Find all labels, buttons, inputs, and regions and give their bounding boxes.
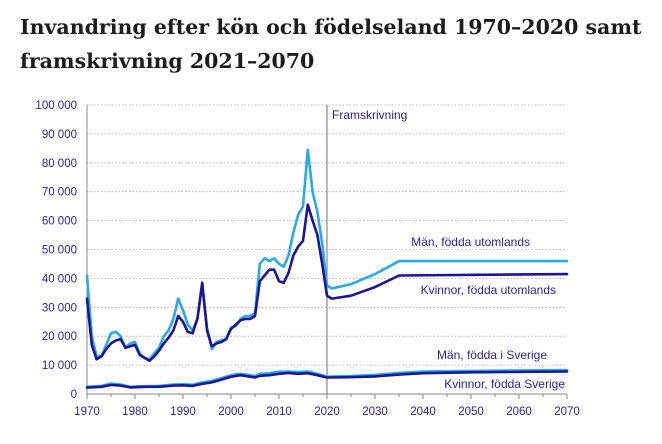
series-label: Kvinnor, födda Sverige [444,377,565,391]
y-tick-label: 50 000 [42,245,77,257]
series-label: Män, födda utomlands [411,235,530,249]
series-label: Kvinnor, födda utomlands [421,283,556,297]
series-line [85,370,569,389]
chart-title: Invandring efter kön och födelseland 197… [20,15,642,73]
x-tick-label: 2060 [506,406,532,418]
x-tick-label: 2030 [362,406,388,418]
series-line [85,148,569,361]
x-tick-label: 2050 [458,406,484,418]
x-tick-label: 2040 [410,406,436,418]
series-label: Män, födda i Sverige [437,348,547,362]
y-tick-label: 90 000 [42,129,77,141]
x-tick-label: 2020 [314,406,340,418]
y-tick-label: 70 000 [42,187,77,199]
x-tick-label: 2000 [218,406,244,418]
x-tick-label: 1990 [170,406,196,418]
y-tick-label: 10 000 [42,360,77,372]
y-tick-label: 0 [71,389,77,401]
x-tick-label: 1970 [74,406,100,418]
y-tick-label: 30 000 [42,302,77,314]
y-tick-label: 40 000 [42,273,77,285]
y-tick-label: 20 000 [42,331,77,343]
y-tick-label: 80 000 [42,158,77,170]
projection-label: Framskrivning [332,108,407,122]
y-tick-label: 60 000 [42,216,77,228]
x-tick-label: 1980 [122,406,148,418]
x-tick-label: 2010 [266,406,292,418]
x-tick-label: 2070 [554,406,580,418]
series-line [85,203,569,363]
y-tick-label: 100 000 [35,100,77,112]
